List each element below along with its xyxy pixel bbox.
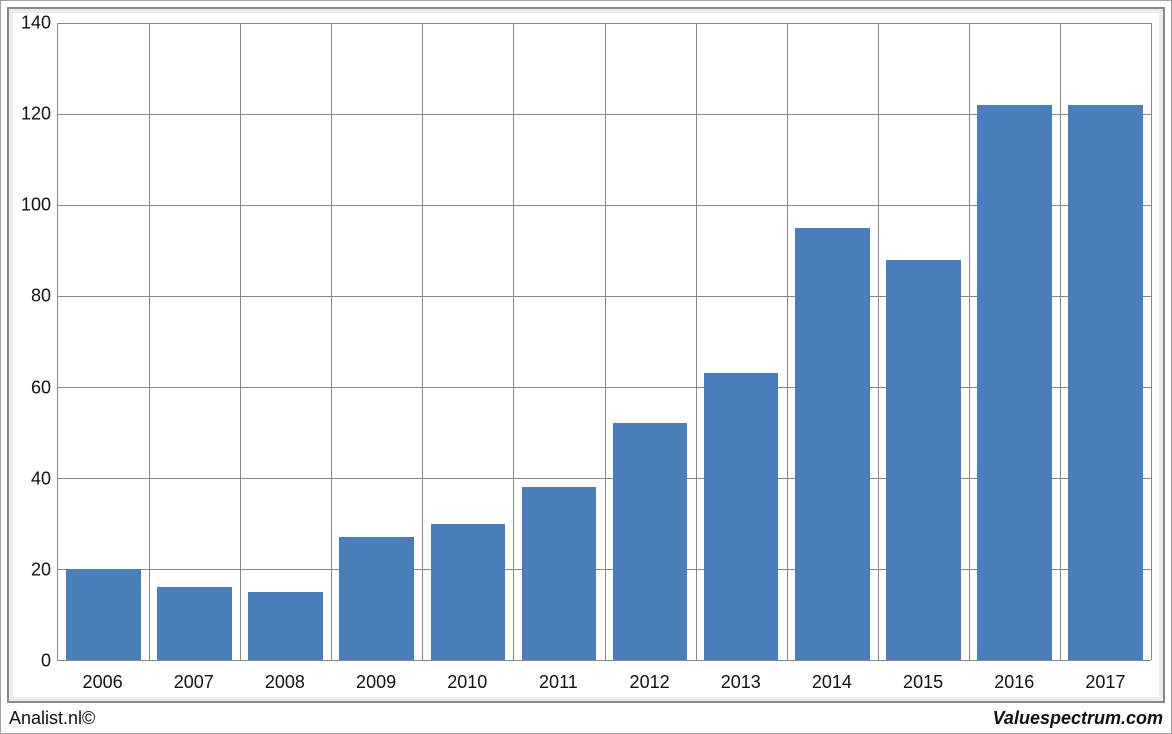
bar [704,373,779,660]
y-tick-label: 0 [13,651,51,672]
bar [886,260,961,660]
bar [339,537,414,660]
bar [1068,105,1143,660]
y-tick-label: 140 [13,13,51,34]
y-tick-label: 20 [13,559,51,580]
x-tick-label: 2009 [356,672,396,693]
footer-left-credit: Analist.nl© [9,708,95,729]
x-tick-label: 2008 [265,672,305,693]
bar [157,587,232,660]
x-tick-label: 2017 [1085,672,1125,693]
x-tick-label: 2015 [903,672,943,693]
footer-right-credit: Valuespectrum.com [993,708,1163,729]
plot-inner: 020406080100120140 200620072008200920102… [13,13,1159,697]
x-tick-label: 2014 [812,672,852,693]
chart-frame: 020406080100120140 200620072008200920102… [0,0,1172,734]
bar [522,487,597,660]
x-tick-label: 2011 [539,672,578,693]
y-tick-label: 60 [13,377,51,398]
y-tick-label: 80 [13,286,51,307]
y-tick-label: 100 [13,195,51,216]
y-axis: 020406080100120140 [13,23,57,661]
y-tick-label: 120 [13,104,51,125]
x-axis: 2006 2007 2008 2009 2010 2011 2012 2013 2014 2015… [57,665,1151,693]
x-tick-label: 2007 [174,672,214,693]
x-tick-label: 2012 [630,672,670,693]
bars-layer [58,23,1151,660]
plot-container: 020406080100120140 200620072008200920102… [7,7,1165,703]
chart-area [57,23,1151,661]
bar [977,105,1052,660]
x-tick-label: 2006 [83,672,123,693]
bar [248,592,323,660]
x-tick-label: 2016 [994,672,1034,693]
bar [613,423,688,660]
x-tick-label: 2010 [447,672,487,693]
bar [431,524,506,661]
footer: Analist.nl© Valuespectrum.com [7,707,1165,731]
bar [795,228,870,660]
gridline-vertical [1151,23,1152,660]
bar [66,569,141,660]
x-tick-label: 2013 [721,672,761,693]
y-tick-label: 40 [13,468,51,489]
